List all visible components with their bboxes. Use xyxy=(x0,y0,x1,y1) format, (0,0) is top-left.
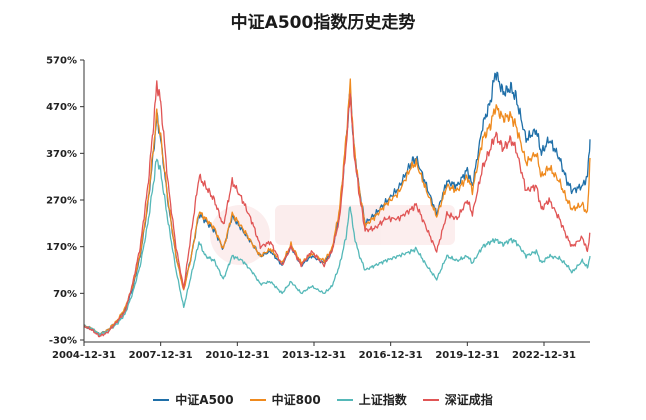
legend-swatch xyxy=(422,398,439,401)
x-tick-label: 2019-12-31 xyxy=(435,350,499,361)
legend-item-3: 深证成指 xyxy=(422,391,493,408)
series-line-2 xyxy=(83,158,591,337)
y-tick-label: 370% xyxy=(46,149,77,160)
legend: 中证A500 中证800 上证指数 深证成指 xyxy=(0,391,646,408)
x-tick-label: 2004-12-31 xyxy=(52,350,116,361)
chart-title: 中证A500指数历史走势 xyxy=(230,13,416,33)
y-tick-label: 570% xyxy=(46,56,77,67)
y-tick-label: -30% xyxy=(49,336,77,347)
y-tick-label: 470% xyxy=(46,102,77,113)
legend-swatch xyxy=(153,398,170,401)
y-tick-label: 170% xyxy=(46,242,77,253)
legend-item-0: 中证A500 xyxy=(153,391,234,408)
x-tick-label: 2016-12-31 xyxy=(359,350,423,361)
y-tick-label: 70% xyxy=(53,289,77,300)
series-line-0 xyxy=(83,71,591,336)
series-layer xyxy=(83,71,591,338)
legend-label: 上证指数 xyxy=(358,393,407,407)
x-tick-label: 2007-12-31 xyxy=(129,350,193,361)
legend-item-2: 上证指数 xyxy=(336,391,407,408)
legend-swatch xyxy=(336,398,353,401)
x-tick-label: 2013-12-31 xyxy=(282,350,346,361)
legend-item-1: 中证800 xyxy=(249,391,321,408)
legend-label: 中证800 xyxy=(271,393,321,407)
legend-label: 中证A500 xyxy=(175,393,234,407)
y-tick-label: 270% xyxy=(46,196,77,207)
x-tick-label: 2022-12-31 xyxy=(512,350,576,361)
x-tick-label: 2010-12-31 xyxy=(205,350,269,361)
series-line-3 xyxy=(83,80,591,338)
axes-layer: -30% 70% 170% 270% 370% 470% 570% 2004-12-31 200… xyxy=(46,56,590,361)
legend-swatch xyxy=(249,398,266,401)
legend-label: 深证成指 xyxy=(444,393,493,407)
